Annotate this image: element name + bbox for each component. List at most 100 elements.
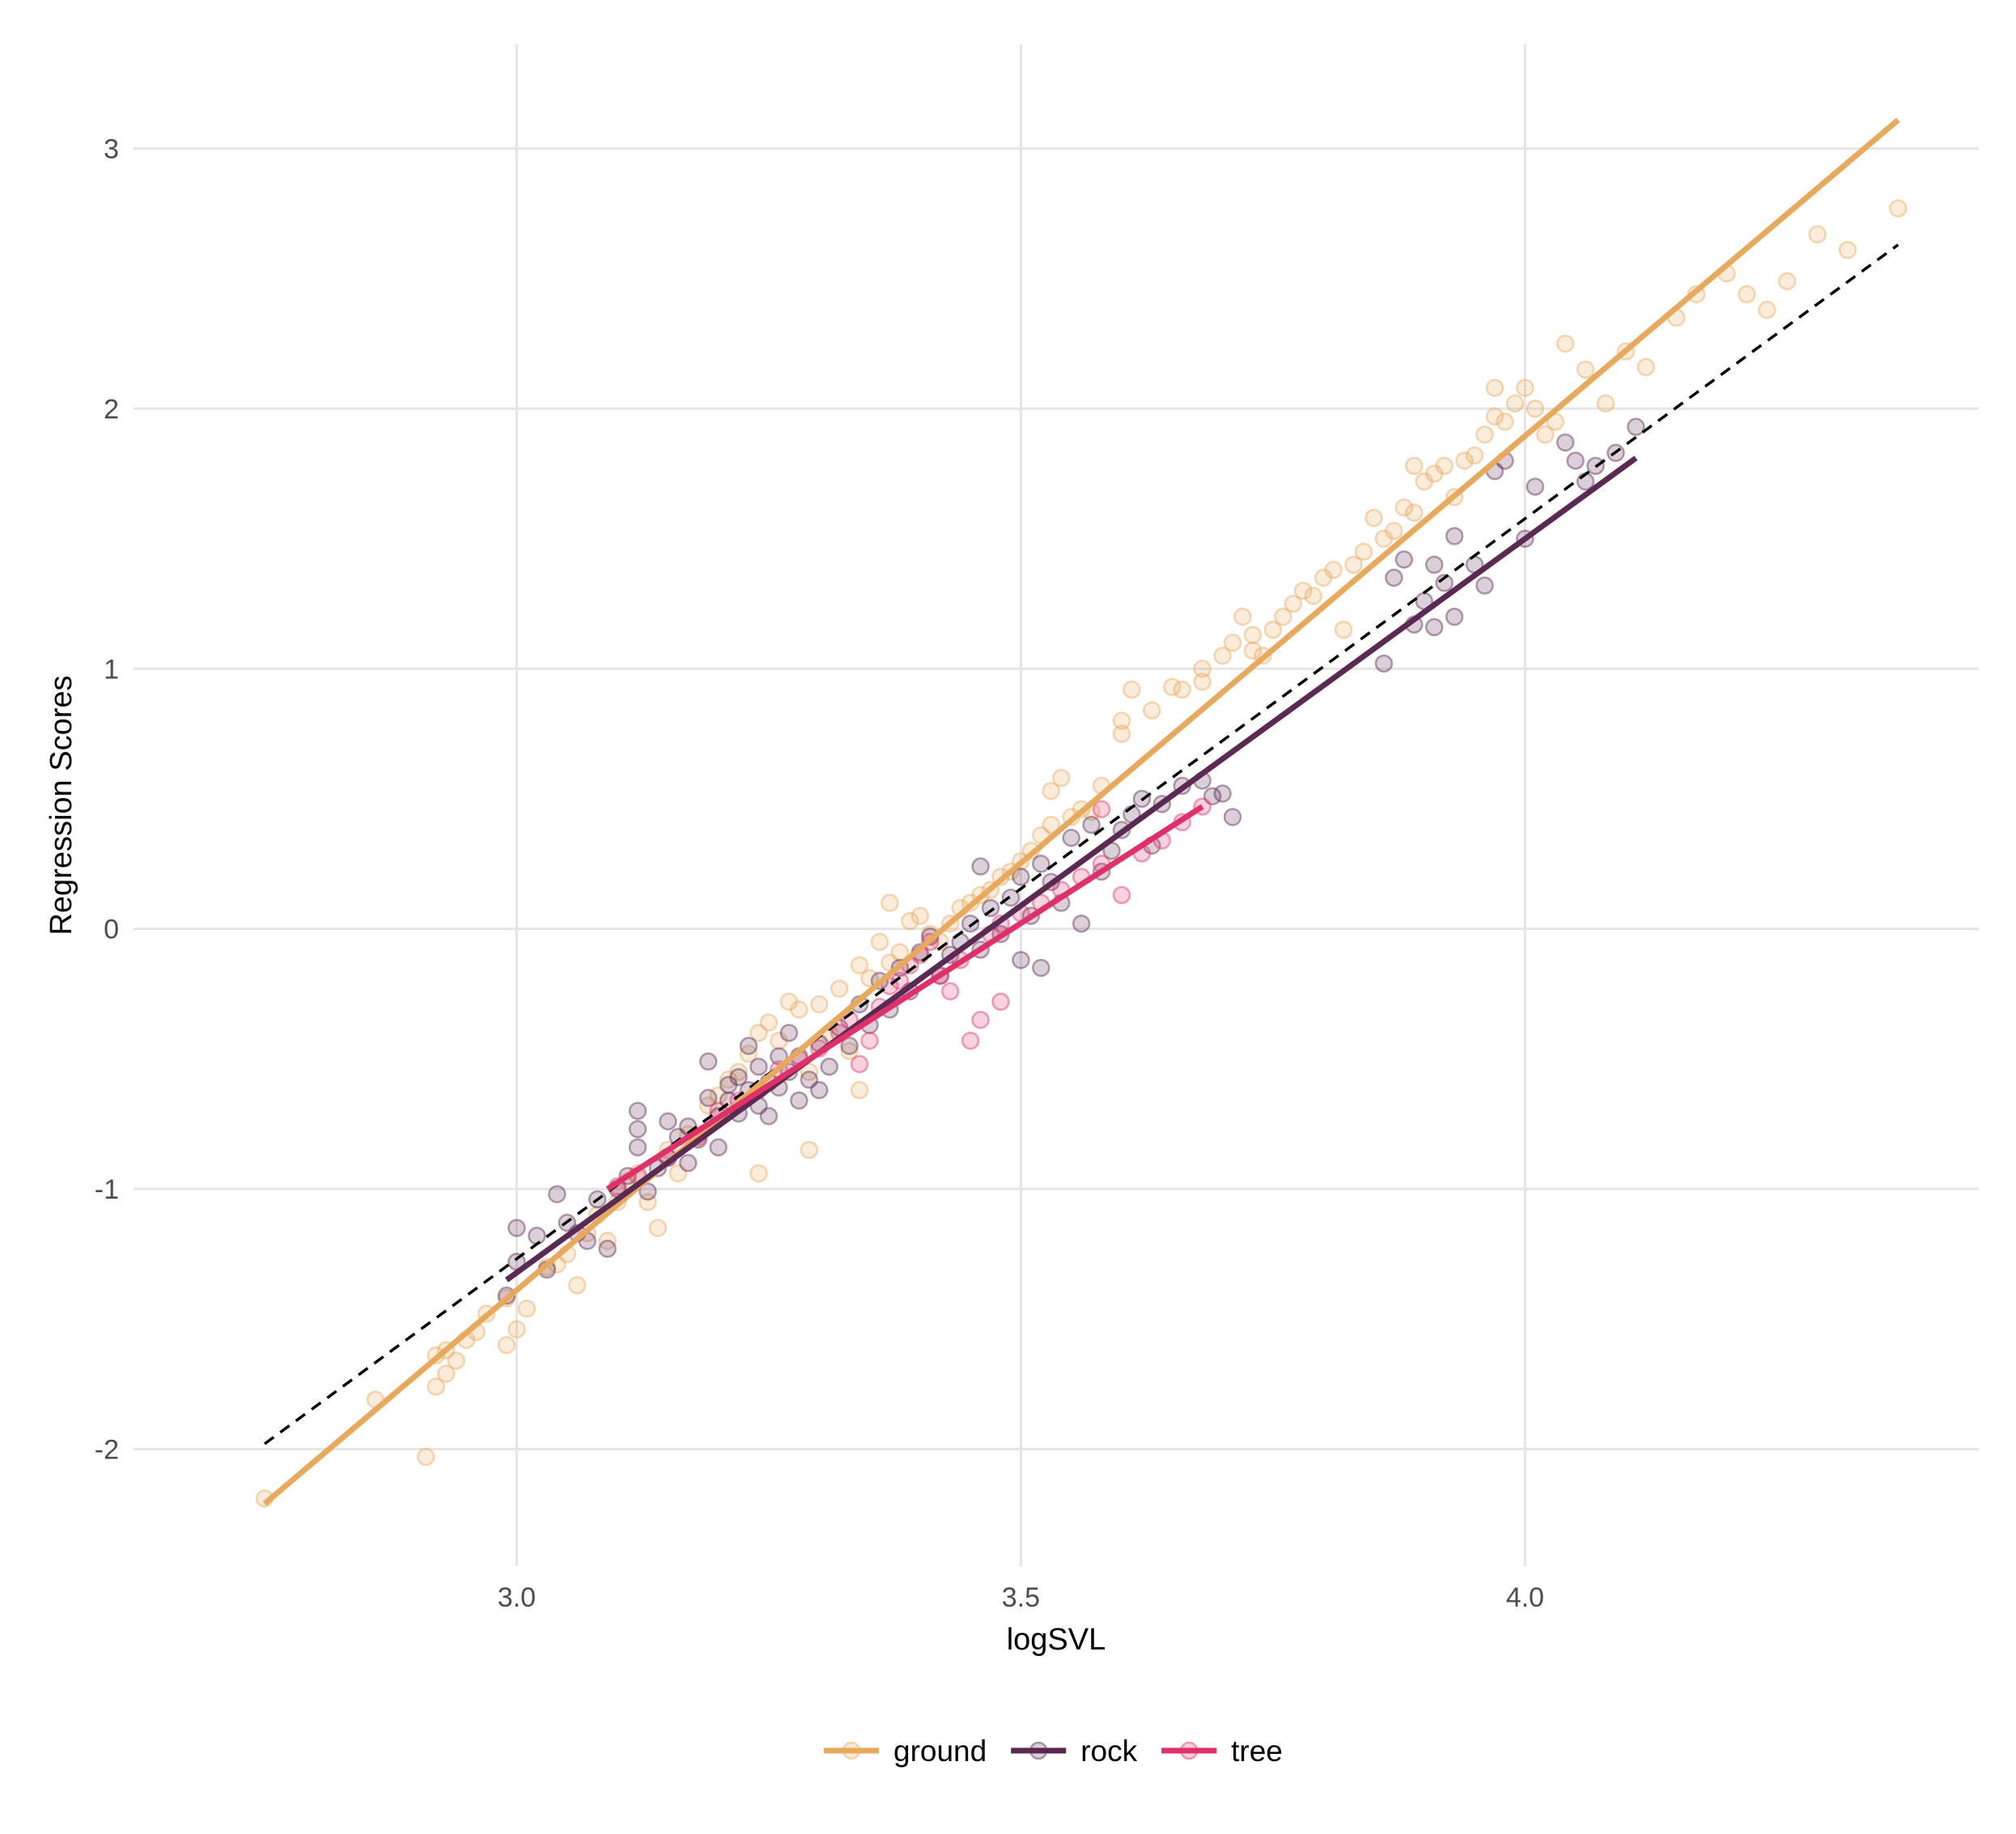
point-ground <box>1526 399 1545 418</box>
point-ground <box>809 995 829 1014</box>
point-ground <box>517 1299 537 1318</box>
point-rock <box>1526 478 1545 496</box>
point-ground <box>1778 272 1797 291</box>
point-ground <box>1394 498 1414 517</box>
point-rock <box>1385 568 1403 588</box>
point-ground <box>901 911 919 931</box>
y-tick-label: -1 <box>95 1174 119 1205</box>
point-ground <box>1213 646 1232 665</box>
point-rock <box>678 1153 698 1173</box>
x-tick-label: 4.0 <box>1506 1582 1544 1613</box>
point-ground <box>1465 446 1484 465</box>
point-ground <box>779 992 799 1011</box>
point-ground <box>1485 378 1505 397</box>
point-rock <box>1012 950 1030 970</box>
point-rock <box>840 1037 859 1055</box>
point-ground <box>1143 701 1161 720</box>
fit-line-tree <box>605 804 1204 1191</box>
point-ground <box>870 932 889 951</box>
point-rock <box>1032 855 1050 873</box>
point-ground <box>1051 769 1071 788</box>
point-ground <box>1324 560 1343 579</box>
overall-fit-line <box>263 244 1899 1446</box>
point-rock <box>1082 815 1101 834</box>
point-ground <box>1496 412 1514 431</box>
point-rock <box>1445 607 1464 626</box>
y-axis-ticks: -2 -1 0 1 2 3 <box>95 134 119 1466</box>
point-ground <box>1455 451 1474 470</box>
point-ground <box>598 1232 617 1250</box>
point-ground <box>1233 607 1252 626</box>
point-ground <box>1193 660 1212 678</box>
point-rock <box>1566 451 1585 470</box>
point-ground <box>759 1013 779 1032</box>
fit-line-rock <box>504 456 1638 1283</box>
point-ground <box>1173 680 1191 699</box>
point-rock <box>1203 787 1222 806</box>
point-ground <box>1263 620 1283 639</box>
point-ground <box>910 906 930 925</box>
x-tick-label: 3.0 <box>498 1582 536 1613</box>
point-tree <box>1092 800 1111 819</box>
fit-line-ground <box>262 117 1900 1506</box>
point-ground <box>890 943 910 962</box>
point-ground <box>1274 607 1292 626</box>
legend: ground rock tree <box>824 1734 1283 1768</box>
point-rock <box>548 1185 567 1204</box>
point-tree <box>991 992 1010 1011</box>
point-ground <box>668 1164 688 1182</box>
legend-label: tree <box>1231 1734 1283 1768</box>
legend-key-point <box>1179 1741 1199 1760</box>
point-rock <box>1445 527 1464 546</box>
point-rock <box>1062 828 1080 847</box>
point-ground <box>1808 225 1827 244</box>
point-ground <box>790 1000 809 1019</box>
point-ground <box>1193 673 1212 691</box>
point-ground <box>567 1276 587 1295</box>
point-ground <box>1243 641 1263 660</box>
point-rock <box>739 1037 758 1055</box>
point-rock <box>729 1068 748 1087</box>
point-tree <box>1112 885 1131 905</box>
point-ground <box>1475 425 1494 444</box>
point-rock <box>971 857 990 876</box>
point-ground <box>1758 300 1776 320</box>
point-ground <box>719 1070 738 1089</box>
y-axis-title: Regression Scores <box>45 675 79 935</box>
point-tree <box>961 1031 980 1051</box>
point-rock <box>1213 784 1232 803</box>
legend-item-tree: tree <box>1161 1734 1283 1768</box>
point-ground <box>639 1192 657 1212</box>
point-tree <box>860 1031 879 1051</box>
legend-item-ground: ground <box>824 1734 987 1768</box>
fit-lines <box>262 117 1900 1506</box>
point-rock <box>639 1182 657 1201</box>
point-ground <box>830 979 849 998</box>
legend-key-point <box>842 1741 861 1760</box>
point-rock <box>1374 654 1394 673</box>
point-rock <box>598 1239 617 1259</box>
point-ground <box>1284 594 1303 613</box>
point-rock <box>809 1080 829 1100</box>
point-ground <box>1385 521 1403 541</box>
point-ground <box>850 956 869 974</box>
point-ground <box>709 1086 728 1105</box>
point-ground <box>1334 620 1353 639</box>
point-ground <box>507 1320 526 1339</box>
point-ground <box>1415 472 1434 491</box>
point-rock <box>1001 888 1021 907</box>
grid <box>134 45 1979 1566</box>
point-tree <box>971 1010 990 1030</box>
point-ground <box>1374 529 1394 548</box>
point-ground <box>729 1063 748 1081</box>
point-ground <box>648 1218 668 1238</box>
point-ground <box>1596 394 1615 413</box>
point-rock <box>628 1102 647 1120</box>
legend-label: ground <box>893 1734 987 1768</box>
point-ground <box>698 1096 718 1115</box>
y-tick-label: 1 <box>104 654 119 685</box>
point-ground <box>739 1044 758 1063</box>
point-rock <box>659 1112 677 1131</box>
point-ground <box>1405 456 1424 475</box>
